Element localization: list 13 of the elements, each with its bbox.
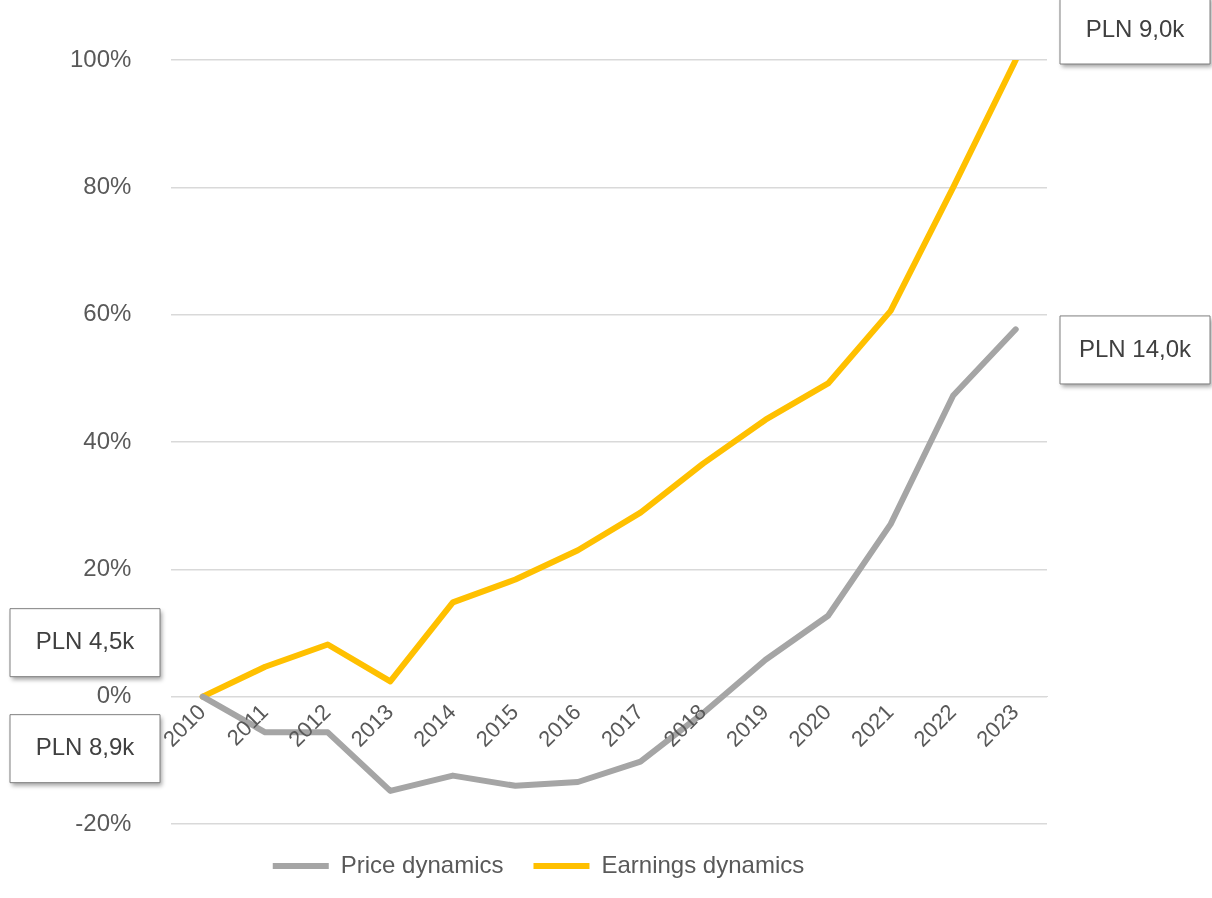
text: PLN 4,5k [35,627,136,655]
legend-label: Price dynamics [340,850,504,878]
text: PLN 14,0k [1078,334,1193,362]
y-tick-label: -20% [75,808,132,836]
text: PLN 9,0k [1085,14,1186,42]
text: PLN 8,9k [35,733,136,761]
y-tick-label: 20% [83,553,132,581]
y-tick-label: 80% [83,171,132,199]
legend-label: Earnings dynamics [601,850,805,878]
y-tick-label: 40% [83,426,132,454]
y-tick-label: 0% [96,681,132,709]
y-tick-label: 60% [83,299,132,327]
y-tick-label: 100% [69,44,132,72]
